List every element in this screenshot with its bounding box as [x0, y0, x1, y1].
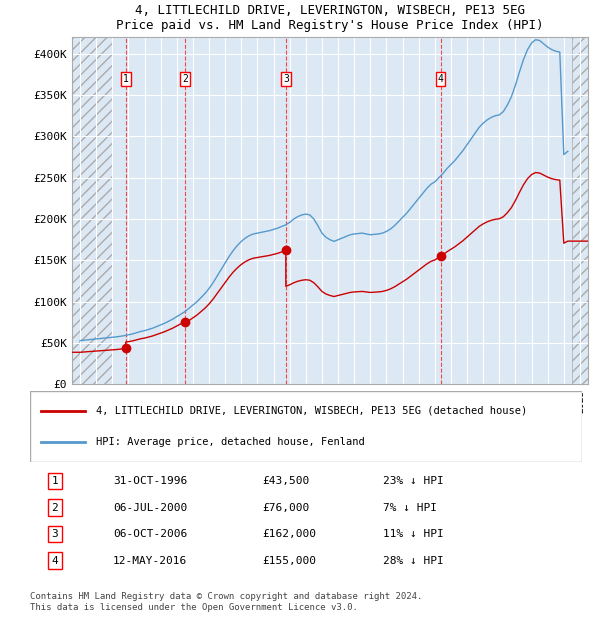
- Text: 06-OCT-2006: 06-OCT-2006: [113, 529, 187, 539]
- Text: 06-JUL-2000: 06-JUL-2000: [113, 503, 187, 513]
- Text: £43,500: £43,500: [262, 476, 309, 486]
- Text: 4, LITTLECHILD DRIVE, LEVERINGTON, WISBECH, PE13 5EG (detached house): 4, LITTLECHILD DRIVE, LEVERINGTON, WISBE…: [96, 405, 527, 415]
- Text: 23% ↓ HPI: 23% ↓ HPI: [383, 476, 444, 486]
- FancyBboxPatch shape: [30, 391, 582, 462]
- Text: 2: 2: [182, 74, 188, 84]
- Bar: [72, 37, 112, 384]
- Text: 28% ↓ HPI: 28% ↓ HPI: [383, 556, 444, 566]
- Text: 7% ↓ HPI: 7% ↓ HPI: [383, 503, 437, 513]
- Text: 12-MAY-2016: 12-MAY-2016: [113, 556, 187, 566]
- Bar: [572, 37, 588, 384]
- Text: 3: 3: [283, 74, 289, 84]
- Text: 4: 4: [52, 556, 58, 566]
- Text: 2: 2: [52, 503, 58, 513]
- Bar: [572, 37, 588, 384]
- Text: Contains HM Land Registry data © Crown copyright and database right 2024.
This d: Contains HM Land Registry data © Crown c…: [30, 592, 422, 611]
- Text: £76,000: £76,000: [262, 503, 309, 513]
- Text: 31-OCT-1996: 31-OCT-1996: [113, 476, 187, 486]
- Text: £162,000: £162,000: [262, 529, 316, 539]
- Text: 1: 1: [123, 74, 128, 84]
- Text: 1: 1: [52, 476, 58, 486]
- Title: 4, LITTLECHILD DRIVE, LEVERINGTON, WISBECH, PE13 5EG
Price paid vs. HM Land Regi: 4, LITTLECHILD DRIVE, LEVERINGTON, WISBE…: [116, 4, 544, 32]
- Text: 11% ↓ HPI: 11% ↓ HPI: [383, 529, 444, 539]
- Bar: [72, 37, 112, 384]
- Text: £155,000: £155,000: [262, 556, 316, 566]
- Text: 4: 4: [437, 74, 443, 84]
- Text: HPI: Average price, detached house, Fenland: HPI: Average price, detached house, Fenl…: [96, 437, 365, 447]
- Text: 3: 3: [52, 529, 58, 539]
